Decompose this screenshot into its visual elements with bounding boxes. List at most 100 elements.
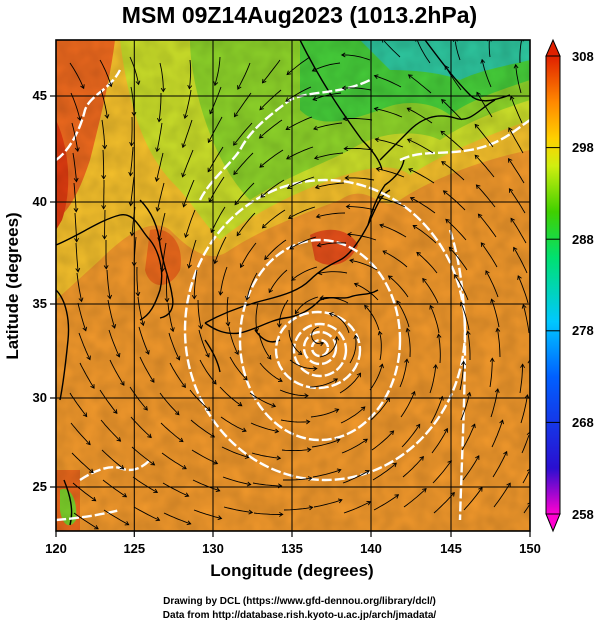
streamline: [312, 92, 342, 101]
streamline: [412, 225, 437, 244]
streamline-arrowhead: [373, 106, 379, 112]
streamline-arrowhead: [440, 130, 446, 136]
streamline-arrowhead: [404, 358, 410, 363]
streamline-arrowhead: [520, 363, 525, 369]
streamline-arrowhead: [314, 184, 320, 190]
streamline-arrowhead: [116, 437, 122, 442]
streamline: [258, 332, 272, 360]
streamline-arrowhead: [379, 363, 384, 369]
streamline: [163, 512, 191, 525]
streamline: [342, 87, 372, 91]
streamline-arrowhead: [297, 350, 303, 356]
streamline: [519, 364, 524, 394]
streamline: [515, 64, 522, 94]
streamline-arrowhead: [476, 91, 481, 97]
streamline: [311, 439, 340, 448]
streamline-arrowhead: [450, 491, 455, 497]
streamline-arrowhead: [499, 419, 504, 425]
streamline: [259, 89, 282, 111]
streamline: [461, 424, 476, 451]
streamline: [431, 428, 448, 454]
streamline: [219, 266, 228, 295]
streamline-arrowhead: [389, 430, 395, 436]
streamline-arrowhead: [461, 360, 466, 366]
streamline: [77, 302, 87, 331]
streamline-arrowhead: [465, 330, 471, 336]
streamline-arrowhead: [264, 255, 269, 261]
streamline-arrowhead: [375, 166, 381, 172]
streamline-arrowhead: [316, 242, 322, 248]
streamline: [70, 92, 81, 121]
streamline-arrowhead: [294, 309, 300, 315]
streamline: [508, 158, 525, 184]
y-tick-label: 35: [33, 296, 47, 311]
streamline-arrowhead: [307, 476, 313, 482]
streamline-arrowhead: [343, 146, 349, 151]
streamline-arrowhead: [374, 137, 380, 143]
streamline: [459, 361, 465, 391]
streamline-arrowhead: [157, 237, 163, 243]
streamline: [182, 149, 194, 177]
streamline: [133, 506, 160, 521]
streamline-arrowhead: [73, 177, 79, 183]
streamline: [240, 242, 257, 268]
streamline-arrowhead: [315, 213, 321, 219]
streamline-arrowhead: [243, 375, 248, 381]
streamline: [156, 152, 164, 182]
streamline: [376, 168, 405, 178]
streamline: [417, 40, 431, 64]
streamline: [422, 278, 439, 304]
streamline-arrowhead: [111, 323, 117, 329]
x-tick-label: 140: [360, 541, 382, 556]
streamline: [289, 236, 317, 250]
streamline: [279, 389, 308, 397]
streamline-arrowhead: [377, 195, 382, 201]
streamline-arrowhead: [394, 494, 400, 499]
streamline: [158, 212, 166, 242]
streamline: [399, 359, 408, 388]
streamline: [188, 59, 192, 89]
streamline: [253, 512, 283, 515]
streamline-arrowhead: [266, 354, 272, 360]
streamline: [462, 455, 480, 481]
streamline-arrowhead: [377, 330, 383, 336]
streamline-arrowhead: [526, 468, 530, 472]
streamline: [488, 40, 491, 58]
streamline: [286, 146, 314, 160]
streamline: [463, 487, 483, 511]
axis-tick-marks: [50, 95, 531, 537]
streamline-arrowhead: [159, 267, 165, 273]
streamline-arrowhead: [285, 97, 291, 102]
streamline: [161, 242, 167, 272]
streamline: [76, 272, 83, 302]
streamline: [519, 40, 522, 64]
streamline: [309, 378, 338, 388]
streamline-arrowhead: [429, 304, 434, 310]
streamline: [131, 446, 155, 466]
streamline-arrowhead: [416, 251, 421, 257]
streamline-arrowhead: [237, 401, 243, 407]
colorbar: [545, 38, 561, 533]
streamline: [190, 419, 215, 438]
y-axis-label: Latitude (degrees): [3, 212, 22, 359]
streamline: [264, 239, 287, 260]
streamline-arrowhead: [508, 157, 513, 163]
streamline-arrowhead: [347, 231, 352, 237]
streamline: [223, 506, 253, 513]
streamline-arrowhead: [206, 406, 211, 412]
streamline: [250, 422, 279, 433]
streamline: [129, 386, 148, 411]
y-tick-label: 30: [33, 390, 47, 405]
streamline-arrowhead: [448, 246, 454, 252]
streamline-arrowhead: [526, 431, 530, 436]
streamline-arrowhead: [234, 112, 239, 118]
streamline: [315, 182, 345, 189]
streamline-arrowhead: [102, 235, 107, 240]
streamline: [189, 389, 211, 411]
streamline: [467, 331, 471, 360]
streamline: [317, 242, 347, 247]
streamline: [454, 41, 461, 61]
streamline-arrowhead: [408, 168, 413, 173]
streamline: [185, 209, 196, 238]
